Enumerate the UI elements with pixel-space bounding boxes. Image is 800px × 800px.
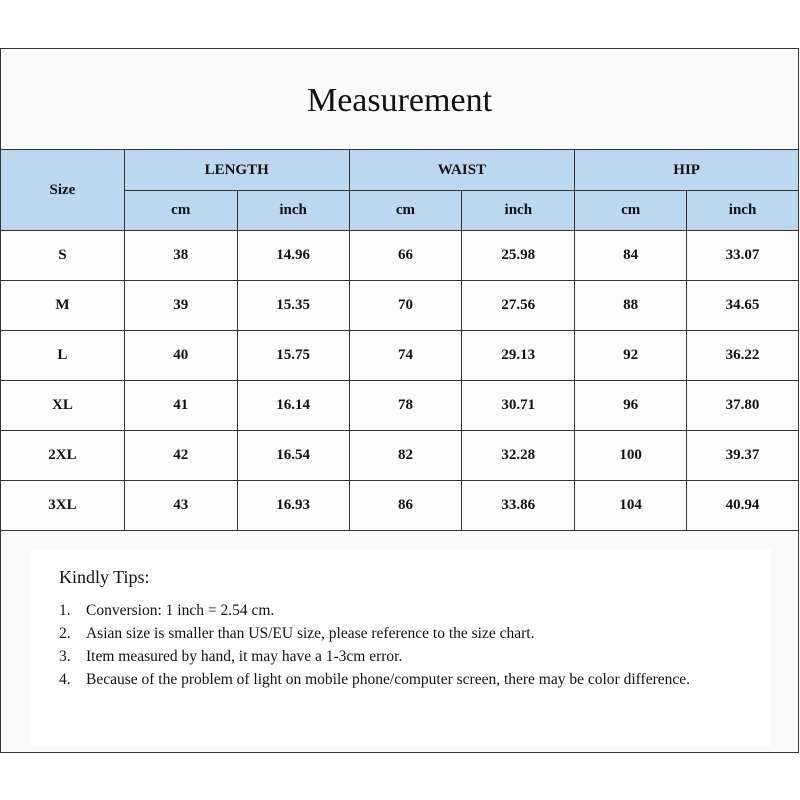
tip-item: 2. Asian size is smaller than US/EU size,… [59, 622, 699, 645]
tip-number: 3. [59, 648, 71, 665]
value-cell: 100 [574, 430, 688, 481]
value-cell: 82 [348, 430, 463, 481]
value-cell: 84 [574, 230, 688, 281]
value-cell: 33.07 [686, 230, 799, 281]
value-cell: 37.80 [686, 380, 799, 431]
unit-header: cm [574, 190, 688, 231]
value-cell: 39.37 [686, 430, 799, 481]
value-cell: 40.94 [686, 480, 799, 531]
header-row-groups: Size LENGTH WAIST HIP [0, 149, 799, 231]
tip-number: 4. [59, 671, 71, 688]
page-title: Measurement [306, 82, 493, 119]
unit-header: cm [348, 190, 463, 231]
size-cell: 3XL [0, 480, 125, 531]
tips-heading: Kindly Tips: [59, 567, 150, 587]
table-row: L 40 15.75 74 29.13 92 36.22 [0, 330, 799, 381]
value-cell: 25.98 [461, 230, 576, 281]
table-row: S 38 14.96 66 25.98 84 33.07 [0, 230, 799, 281]
value-cell: 30.71 [461, 380, 576, 431]
tip-text: Asian size is smaller than US/EU size, p… [86, 625, 535, 642]
value-cell: 70 [348, 280, 463, 331]
value-cell: 74 [348, 330, 463, 381]
value-cell: 36.22 [686, 330, 799, 381]
value-cell: 16.14 [236, 380, 350, 431]
tip-item: 3. Item measured by hand, it may have a 1… [59, 645, 699, 668]
size-cell: L [0, 330, 125, 381]
header-row-units: cm inch cm inch cm inch [1, 190, 799, 231]
value-cell: 15.75 [236, 330, 350, 381]
size-cell: 2XL [0, 430, 125, 481]
value-cell: 39 [123, 280, 238, 331]
value-cell: 42 [123, 430, 238, 481]
table-row: M 39 15.35 70 27.56 88 34.65 [0, 280, 799, 331]
size-cell: M [0, 280, 125, 331]
tip-number: 1. [59, 602, 71, 619]
value-cell: 14.96 [236, 230, 350, 281]
value-cell: 88 [574, 280, 688, 331]
size-cell: S [0, 230, 125, 281]
group-header-hip: HIP [574, 149, 799, 191]
value-cell: 66 [348, 230, 463, 281]
value-cell: 16.93 [236, 480, 350, 531]
value-cell: 27.56 [461, 280, 576, 331]
group-header-waist: WAIST [348, 149, 576, 191]
value-cell: 78 [348, 380, 463, 431]
tip-text: Item measured by hand, it may have a 1-3… [86, 648, 403, 665]
tips-box: Kindly Tips: 1. Conversion: 1 inch = 2.54… [31, 549, 771, 746]
value-cell: 33.86 [461, 480, 576, 531]
table-row: 2XL 42 16.54 82 32.28 100 39.37 [0, 430, 799, 481]
value-cell: 15.35 [236, 280, 350, 331]
size-header: Size [0, 149, 125, 231]
unit-header: inch [236, 190, 350, 231]
value-cell: 96 [574, 380, 688, 431]
value-cell: 29.13 [461, 330, 576, 381]
unit-header: inch [686, 190, 799, 231]
group-header-length: LENGTH [123, 149, 350, 191]
value-cell: 92 [574, 330, 688, 381]
value-cell: 41 [123, 380, 238, 431]
tip-item: 4. Because of the problem of light on mob… [59, 668, 699, 691]
measurement-table: Size LENGTH WAIST HIP cm inch cm inch cm… [0, 149, 799, 531]
unit-header: inch [461, 190, 576, 231]
unit-header: cm [123, 190, 238, 231]
value-cell: 104 [574, 480, 688, 531]
value-cell: 86 [348, 480, 463, 531]
size-chart: Measurement Size LENGTH WAIST HIP cm inc… [0, 48, 799, 753]
value-cell: 43 [123, 480, 238, 531]
tip-text: Because of the problem of light on mobil… [86, 671, 690, 688]
size-cell: XL [0, 380, 125, 431]
table-row: XL 41 16.14 78 30.71 96 37.80 [0, 380, 799, 431]
tip-number: 2. [59, 625, 71, 642]
value-cell: 38 [123, 230, 238, 281]
tip-text: Conversion: 1 inch = 2.54 cm. [86, 602, 275, 619]
tip-item: 1. Conversion: 1 inch = 2.54 cm. [59, 599, 699, 622]
tips-list: 1. Conversion: 1 inch = 2.54 cm. 2. Asian s… [59, 599, 699, 691]
value-cell: 40 [123, 330, 238, 381]
value-cell: 16.54 [236, 430, 350, 481]
table-row: 3XL 43 16.93 86 33.86 104 40.94 [0, 480, 799, 531]
value-cell: 32.28 [461, 430, 576, 481]
value-cell: 34.65 [686, 280, 799, 331]
